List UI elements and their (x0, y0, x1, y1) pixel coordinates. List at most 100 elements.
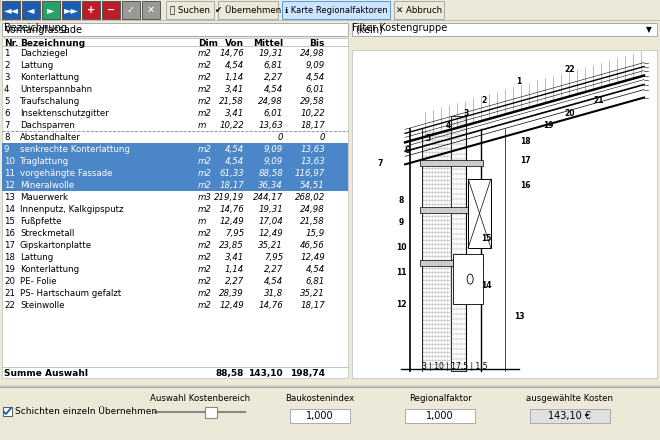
Text: 36,34: 36,34 (258, 180, 283, 190)
Bar (122, 1, 140, 19)
Text: m: m (198, 121, 207, 129)
Text: 22: 22 (564, 65, 575, 74)
Bar (394, 1, 444, 19)
Text: m2: m2 (198, 276, 212, 286)
Text: 24,98: 24,98 (300, 205, 325, 213)
Text: vorgehängte Fassade: vorgehängte Fassade (20, 169, 112, 177)
Text: 18: 18 (4, 253, 15, 261)
Text: 28,39: 28,39 (219, 289, 244, 297)
Bar (2, 143, 348, 155)
Bar (282, 1, 390, 19)
Text: 6: 6 (4, 109, 9, 117)
Text: 20: 20 (4, 276, 15, 286)
Text: Summe Auswahl: Summe Auswahl (4, 369, 88, 378)
Text: 8: 8 (4, 132, 9, 142)
Text: 2,27: 2,27 (264, 73, 283, 81)
Text: PE- Folie: PE- Folie (20, 276, 57, 286)
Text: 10: 10 (4, 157, 15, 165)
Text: 13: 13 (514, 312, 525, 321)
Text: 15: 15 (482, 234, 492, 243)
Text: 12,49: 12,49 (300, 253, 325, 261)
Text: 21,58: 21,58 (219, 96, 244, 106)
Text: 8: 8 (399, 196, 404, 205)
Bar (530, 409, 610, 423)
Text: 12,49: 12,49 (219, 216, 244, 225)
Text: Dim: Dim (198, 39, 218, 48)
Text: ✕ Abbruch: ✕ Abbruch (396, 6, 442, 15)
Text: Auswahl Kostenbereich: Auswahl Kostenbereich (150, 394, 250, 403)
Text: 18,17: 18,17 (300, 121, 325, 129)
Text: 17: 17 (4, 241, 15, 249)
Text: +: + (87, 5, 95, 15)
Text: m2: m2 (198, 144, 212, 154)
Text: Nr.: Nr. (4, 39, 18, 48)
Text: 5: 5 (4, 96, 9, 106)
Text: m2: m2 (198, 253, 212, 261)
Text: 18,17: 18,17 (300, 301, 325, 309)
Text: 19,31: 19,31 (258, 205, 283, 213)
Text: 198,74: 198,74 (290, 369, 325, 378)
Text: Streckmetall: Streckmetall (20, 228, 75, 238)
Text: ✔ Übernehmen: ✔ Übernehmen (215, 6, 281, 15)
Text: 61,33: 61,33 (219, 169, 244, 177)
Text: 5: 5 (425, 134, 430, 143)
Text: 7,95: 7,95 (264, 253, 283, 261)
Text: 4,54: 4,54 (306, 264, 325, 274)
Text: 14: 14 (482, 281, 492, 290)
Text: 19: 19 (543, 121, 554, 130)
Text: 🔍 Suchen: 🔍 Suchen (170, 6, 210, 15)
Text: 15,9: 15,9 (306, 228, 325, 238)
Text: 6,01: 6,01 (264, 109, 283, 117)
Text: 19: 19 (4, 264, 15, 274)
Text: m2: m2 (198, 169, 212, 177)
Text: m2: m2 (198, 157, 212, 165)
Text: 2,27: 2,27 (225, 276, 244, 286)
Text: 19,31: 19,31 (258, 48, 283, 58)
Text: 3,41: 3,41 (225, 109, 244, 117)
Text: Gipskartonplatte: Gipskartonplatte (20, 241, 92, 249)
Text: m2: m2 (198, 180, 212, 190)
Text: ◄: ◄ (27, 5, 35, 15)
Bar (352, 23, 657, 36)
Text: 18,17: 18,17 (219, 180, 244, 190)
Text: ✕: ✕ (147, 5, 155, 15)
Text: 16: 16 (520, 181, 531, 190)
Text: 4,54: 4,54 (225, 157, 244, 165)
Text: 1,14: 1,14 (225, 264, 244, 274)
Text: 17,04: 17,04 (258, 216, 283, 225)
Text: 31,8: 31,8 (264, 289, 283, 297)
Text: Unterspannbahn: Unterspannbahn (20, 84, 92, 94)
Bar (420, 260, 483, 267)
Text: 14,76: 14,76 (219, 205, 244, 213)
Text: m2: m2 (198, 228, 212, 238)
Text: 9: 9 (399, 218, 404, 227)
Text: 13,63: 13,63 (300, 157, 325, 165)
Text: 13,63: 13,63 (258, 121, 283, 129)
Text: 35,21: 35,21 (300, 289, 325, 297)
Text: 9,09: 9,09 (264, 144, 283, 154)
Text: 12,49: 12,49 (258, 228, 283, 238)
Text: 0: 0 (319, 132, 325, 142)
Text: 22: 22 (4, 301, 15, 309)
Text: Mauerwerk: Mauerwerk (20, 193, 68, 202)
Text: m3: m3 (198, 193, 212, 202)
Text: 13: 13 (4, 193, 15, 202)
Text: 21,58: 21,58 (300, 216, 325, 225)
Text: 7: 7 (4, 121, 9, 129)
Text: 29,58: 29,58 (300, 96, 325, 106)
Text: 16: 16 (4, 228, 15, 238)
Text: 2,27: 2,27 (264, 264, 283, 274)
Text: 7: 7 (378, 159, 383, 168)
Text: Dachziegel: Dachziegel (20, 48, 67, 58)
Text: Mittel: Mittel (253, 39, 283, 48)
Text: 116,97: 116,97 (295, 169, 325, 177)
Text: 23,85: 23,85 (219, 241, 244, 249)
Bar (2, 1, 20, 19)
Text: 7,95: 7,95 (225, 228, 244, 238)
Text: 6,81: 6,81 (264, 61, 283, 70)
Bar (2, 179, 348, 191)
Text: 18: 18 (520, 137, 531, 146)
Text: 11: 11 (396, 268, 407, 277)
Bar (2, 38, 348, 378)
Text: 10,22: 10,22 (219, 121, 244, 129)
